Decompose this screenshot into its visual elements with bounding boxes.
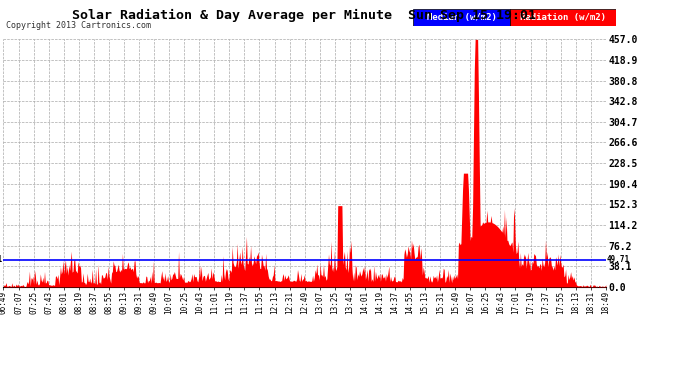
Bar <box>413 9 511 26</box>
Bar <box>511 9 616 26</box>
Text: Copyright 2013 Cartronics.com: Copyright 2013 Cartronics.com <box>6 21 150 30</box>
Text: Solar Radiation & Day Average per Minute  Sun Sep 15 19:01: Solar Radiation & Day Average per Minute… <box>72 9 535 22</box>
Text: Radiation (w/m2): Radiation (w/m2) <box>520 13 607 22</box>
Text: 49.71: 49.71 <box>607 255 630 264</box>
Text: 49.71: 49.71 <box>0 255 2 264</box>
Text: Median (w/m2): Median (w/m2) <box>426 13 496 22</box>
